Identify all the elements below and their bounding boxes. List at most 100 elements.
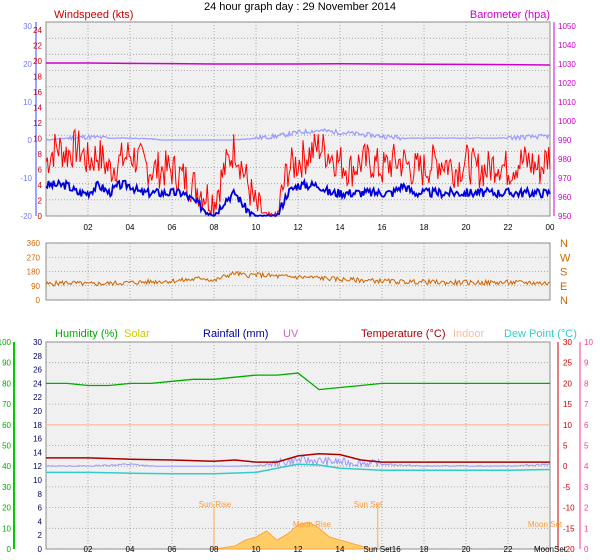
y-label-compass: N [560,238,568,250]
x-tick-label-p3: 06 [168,545,177,554]
y-tick-humidity: 30 [2,483,11,492]
y-tick-windspeed: 22 [33,42,42,51]
y-tick-windspeed: 6 [38,166,43,175]
annotation-moon-set: Moon Set [528,520,563,529]
y-tick-rainfall: 28 [33,352,42,361]
y-tick-rainfall: 18 [33,421,42,430]
y-tick-windspeed: 16 [33,88,42,97]
y-tick-windspeed: 10 [33,135,42,144]
y-tick-temperature: -10 [20,174,32,183]
y-tick-direction: 0 [36,296,41,305]
y-tick-direction: 270 [27,253,41,262]
y-tick-windspeed: 2 [38,197,43,206]
y-tick-humidity: 0 [7,545,12,554]
y-tick-windspeed: 20 [33,57,42,66]
y-tick-temperature-right: 15 [563,400,572,409]
y-tick-humidity: 80 [2,379,11,388]
y-tick-rainfall: 2 [38,531,43,540]
series-line-windspeed [45,128,551,218]
y-tick-humidity: 90 [2,359,11,368]
x-tick-label-p1: 06 [168,223,177,232]
y-tick-barometer: 950 [558,212,572,221]
x-tick-label-p1: 02 [84,223,93,232]
y-tick-rainfall: 14 [33,448,42,457]
y-tick-temperature: 30 [23,22,32,31]
y-tick-humidity: 40 [2,462,11,471]
x-tick-label-p1: 12 [294,223,303,232]
series-line-dew-point [46,463,551,475]
y-tick-barometer: 970 [558,174,572,183]
y-tick-rainfall: 0 [38,545,43,554]
y-tick-barometer: 1020 [558,79,576,88]
y-tick-windspeed: 24 [33,26,42,35]
y-tick-rainfall: 30 [33,338,42,347]
series-line-temperature-light [45,455,551,469]
y-tick-rainfall: 6 [38,504,43,513]
y-tick-humidity: 70 [2,400,11,409]
y-tick-windspeed: 18 [33,73,42,82]
series-line-humidity [46,372,550,391]
legend-windspeed: Windspeed (kts) [54,9,133,21]
y-label-compass: E [560,281,567,293]
x-tick-label-p3: 18 [420,545,429,554]
y-tick-uv: 1 [584,524,589,533]
y-tick-rainfall: 20 [33,407,42,416]
x-tick-label-p3: 22 [504,545,513,554]
y-tick-rainfall: 16 [33,435,42,444]
y-label-compass: W [560,252,571,264]
annotation-moon-rise: Moon Rise [293,520,332,529]
legend-humidity: Humidity (%) [55,328,118,340]
y-tick-temperature: -20 [20,212,32,221]
y-tick-uv: 8 [584,379,589,388]
annotation-sun-rise: Sun Rise [199,500,232,509]
legend-indoor: Indoor [453,328,485,340]
y-tick-uv: 9 [584,359,589,368]
y-tick-windspeed: 0 [38,212,43,221]
x-tick-label-p3: 08 [210,545,219,554]
y-tick-uv: 0 [584,545,589,554]
y-tick-temperature: 20 [23,60,32,69]
y-tick-barometer: 990 [558,136,572,145]
x-tick-label-p3: MoonSet [534,545,567,554]
y-tick-uv: 10 [584,338,593,347]
y-tick-rainfall: 22 [33,393,42,402]
y-tick-barometer: 1040 [558,41,576,50]
y-tick-humidity: 60 [2,421,11,430]
y-tick-barometer: 980 [558,155,572,164]
y-tick-temperature-right: -10 [563,504,575,513]
x-tick-label-p1: 14 [336,223,345,232]
legend-rainfall-mm: Rainfall (mm) [203,328,268,340]
x-tick-label-p1: 04 [126,223,135,232]
x-tick-label-p3: 02 [84,545,93,554]
y-tick-rainfall: 4 [38,517,43,526]
x-tick-label-p1: 16 [378,223,387,232]
series-line-windavg [45,177,551,218]
y-tick-temperature-right: 20 [563,379,572,388]
series-line-temperature-p1 [45,127,551,142]
y-tick-temperature-right: -5 [563,483,571,492]
y-label-compass: S [560,267,567,279]
y-tick-windspeed: 4 [38,181,43,190]
y-tick-temperature-right: -20 [563,545,575,554]
y-tick-temperature: 0 [28,136,33,145]
y-label-compass: N [560,295,568,307]
legend-dew-point-c: Dew Point (°C) [504,328,577,340]
annotation-sun-set: Sun Set [354,500,383,509]
legend-uv: UV [283,328,299,340]
y-tick-uv: 7 [584,400,589,409]
y-tick-temperature-right: 10 [563,421,572,430]
y-tick-barometer: 1050 [558,22,576,31]
y-tick-direction: 90 [31,282,40,291]
x-tick-label-p3: 12 [294,545,303,554]
y-tick-temperature-right: -15 [563,524,575,533]
y-tick-uv: 3 [584,483,589,492]
y-tick-direction: 360 [27,239,41,248]
y-tick-rainfall: 26 [33,366,42,375]
y-tick-temperature-right: 30 [563,338,572,347]
legend-solar: Solar [124,328,150,340]
series-line-barometer [46,62,551,66]
y-tick-windspeed: 12 [33,119,42,128]
y-tick-rainfall: 24 [33,379,42,388]
series-line-temperature [46,453,550,463]
